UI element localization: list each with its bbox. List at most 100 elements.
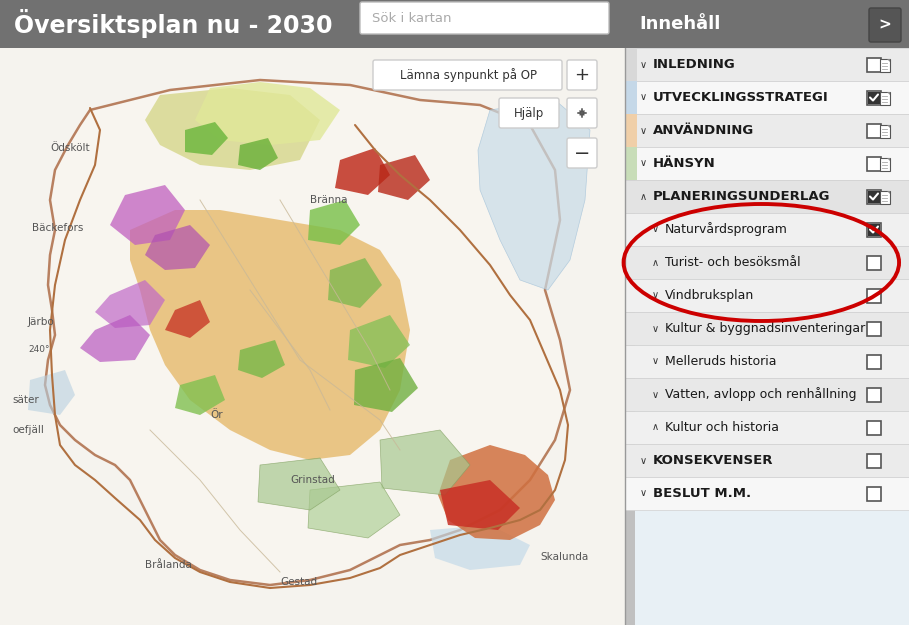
Polygon shape (308, 482, 400, 538)
Polygon shape (478, 100, 590, 290)
Bar (625, 147, 909, 180)
Bar (625, 312, 909, 345)
Bar (880, 91, 890, 104)
Bar (880, 59, 890, 71)
Bar (867, 321, 881, 336)
Polygon shape (887, 124, 890, 127)
Bar (867, 421, 881, 434)
Polygon shape (175, 375, 225, 415)
Text: ∨: ∨ (652, 224, 658, 234)
Text: Brålanda: Brålanda (145, 560, 192, 570)
Text: Skalunda: Skalunda (540, 552, 588, 562)
Bar (867, 354, 881, 369)
Text: Melleruds historia: Melleruds historia (665, 355, 776, 368)
Polygon shape (440, 480, 520, 530)
Bar (625, 444, 909, 477)
Polygon shape (887, 191, 890, 194)
Text: Innehåll: Innehåll (639, 15, 720, 33)
Bar (0, 0, 909, 48)
Bar (625, 180, 909, 213)
Text: ∨: ∨ (639, 92, 646, 103)
Text: ∧: ∧ (639, 191, 646, 201)
Bar (880, 124, 890, 138)
Bar (625, 378, 909, 411)
FancyBboxPatch shape (869, 8, 901, 42)
Polygon shape (110, 185, 185, 245)
Bar (867, 91, 881, 104)
Text: Ör: Ör (210, 410, 223, 420)
Text: Ödskölt: Ödskölt (50, 143, 90, 153)
Text: UTVECKLINGSSTRATEGI: UTVECKLINGSSTRATEGI (653, 91, 829, 104)
Bar (880, 191, 890, 204)
Polygon shape (145, 225, 210, 270)
Bar (868, 191, 880, 202)
FancyBboxPatch shape (567, 138, 597, 168)
Polygon shape (348, 315, 410, 368)
Text: Bränna: Bränna (310, 195, 347, 205)
Text: oefjäll: oefjäll (12, 425, 44, 435)
Text: ∧: ∧ (652, 258, 658, 268)
Text: Kultur och historia: Kultur och historia (665, 421, 779, 434)
Text: Naturvårdsprogram: Naturvårdsprogram (665, 222, 788, 236)
Text: HÄNSYN: HÄNSYN (653, 157, 715, 170)
Polygon shape (887, 59, 890, 61)
Text: KONSEKVENSER: KONSEKVENSER (653, 454, 774, 467)
Polygon shape (438, 445, 555, 540)
Bar (625, 279, 909, 312)
Text: ∨: ∨ (639, 126, 646, 136)
Polygon shape (335, 148, 390, 195)
Bar (625, 81, 637, 114)
Text: +: + (574, 66, 590, 84)
Bar (867, 486, 881, 501)
Bar (867, 454, 881, 468)
Bar (625, 48, 637, 81)
Text: 240°: 240° (28, 346, 49, 354)
Bar (867, 124, 881, 138)
Text: Vindbruksplan: Vindbruksplan (665, 289, 754, 302)
Text: Lämna synpunkt på OP: Lämna synpunkt på OP (399, 68, 536, 82)
Bar (867, 388, 881, 401)
Bar (867, 289, 881, 302)
FancyBboxPatch shape (373, 60, 562, 90)
Bar (868, 91, 880, 104)
Bar (880, 158, 890, 171)
Text: ∨: ∨ (639, 489, 646, 499)
Polygon shape (258, 458, 340, 510)
Bar (625, 246, 909, 279)
Text: Turist- och besöksmål: Turist- och besöksmål (665, 256, 801, 269)
Bar (625, 345, 909, 378)
Polygon shape (45, 80, 570, 585)
Text: ∨: ∨ (639, 159, 646, 169)
Bar (867, 58, 881, 71)
FancyBboxPatch shape (360, 2, 609, 34)
Text: Järbo: Järbo (28, 317, 55, 327)
Polygon shape (28, 370, 75, 415)
Polygon shape (308, 200, 360, 245)
Polygon shape (887, 91, 890, 94)
Polygon shape (130, 210, 410, 460)
Text: ∨: ∨ (639, 59, 646, 69)
Text: säter: säter (12, 395, 39, 405)
Polygon shape (380, 430, 470, 495)
Text: >: > (879, 18, 892, 32)
Bar (867, 222, 881, 236)
Bar (867, 189, 881, 204)
Text: −: − (574, 144, 590, 162)
Polygon shape (238, 340, 285, 378)
Polygon shape (887, 158, 890, 161)
Text: PLANERINGSUNDERLAG: PLANERINGSUNDERLAG (653, 190, 831, 203)
Bar (625, 411, 909, 444)
Text: Kultur & byggnadsinventeringar: Kultur & byggnadsinventeringar (665, 322, 865, 335)
Text: Grinstad: Grinstad (290, 475, 335, 485)
Bar (625, 147, 637, 180)
Text: Gestad: Gestad (280, 577, 317, 587)
Bar (0, 0, 625, 625)
Bar (625, 213, 909, 246)
Text: INLEDNING: INLEDNING (653, 58, 735, 71)
Text: ∧: ∧ (652, 422, 658, 432)
Text: ∨: ∨ (652, 324, 658, 334)
Polygon shape (195, 82, 340, 145)
Text: ANVÄNDNING: ANVÄNDNING (653, 124, 754, 137)
Polygon shape (430, 525, 530, 570)
Polygon shape (95, 280, 165, 328)
